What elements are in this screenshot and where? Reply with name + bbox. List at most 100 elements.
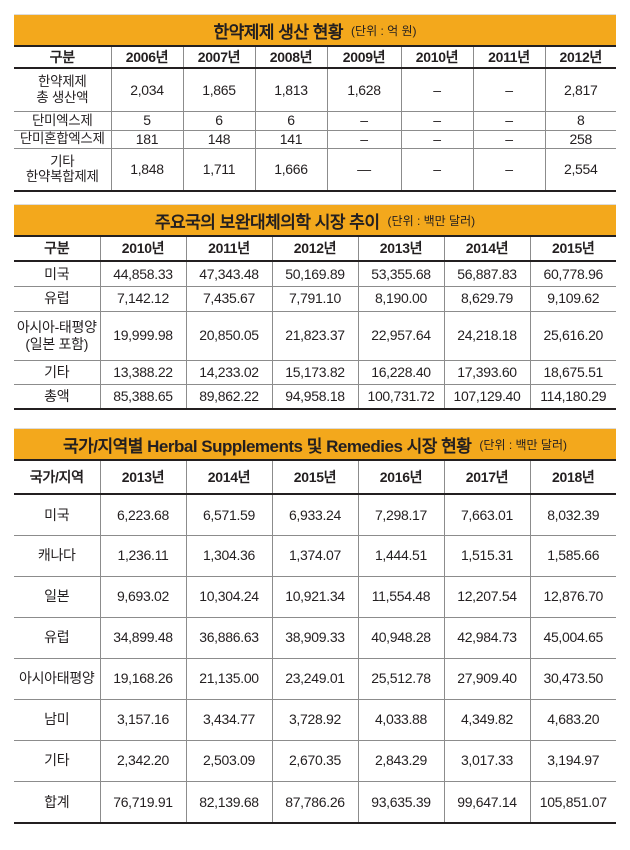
table-cell: 181 [110,129,184,149]
table-cell: 76,719.91 [99,780,187,824]
table-cell: 105,851.07 [529,780,616,824]
table-cell: 1,585.66 [529,534,616,577]
column-header: 국가/지역 [14,459,101,495]
section-herbal-production: 한약제제 생산 현황 (단위 : 억 원) 구분 2006년 2007년 2008년 2… [14,14,616,192]
column-header: 2008년 [254,45,328,69]
table-row: 미국 6,223.68 6,571.59 6,933.24 7,298.17 7,663.… [14,493,616,536]
table-cell: – [326,129,402,149]
table-cell: 45,004.65 [529,616,616,659]
table-row: 총액 85,388.65 89,862.22 94,958.18 100,731.72 1… [14,383,616,410]
table-cell: 141 [254,129,328,149]
table-cell: – [400,129,474,149]
table-cell: – [400,67,474,112]
table-cell: 6 [254,110,328,131]
table-cell: 2,554 [544,147,616,192]
table-cell: 3,194.97 [529,739,616,782]
column-header: 2007년 [182,45,256,69]
table2-title-bar: 주요국의 보완대체의학 시장 추이 (단위 : 백만 달러) [14,204,616,235]
table-cell: 16,228.40 [357,359,445,385]
table-cell: 93,635.39 [357,780,445,824]
table-cell: 40,948.28 [357,616,445,659]
table-cell: 4,033.88 [357,698,445,741]
table-row: 남미 3,157.16 3,434.77 3,728.92 4,033.88 4,349.… [14,698,616,741]
table-cell: – [400,110,474,131]
table-cell: 25,512.78 [357,657,445,700]
table-cell: 1,444.51 [357,534,445,577]
table-row: 기타 13,388.22 14,233.02 15,173.82 16,228.40 17… [14,359,616,385]
row-label: 아시아태평양 [14,657,101,700]
row-label: 한약제제 총 생산액 [14,67,112,112]
row-label: 남미 [14,698,101,741]
table-cell: 258 [544,129,616,149]
table-row: 단미엑스제 5 6 6– – –8 [14,110,616,131]
table-cell: 44,858.33 [99,260,187,287]
table-cell: 38,909.33 [271,616,359,659]
table-cell: 6,933.24 [271,493,359,536]
column-header: 2014년 [443,235,531,262]
table3: 국가/지역 2013년 2014년 2015년 2016년 2017년 2018년 미국 6,2… [14,459,616,824]
table-cell: 6,223.68 [99,493,187,536]
row-label: 단미엑스제 [14,110,112,131]
table-row: 캐나다 1,236.11 1,304.36 1,374.07 1,444.51 1,515… [14,534,616,577]
row-label: 합계 [14,780,101,824]
table-cell: 3,434.77 [185,698,273,741]
table-cell: – [400,147,474,192]
table-cell: 85,388.65 [99,383,187,410]
table-row: 기타 2,342.20 2,503.09 2,670.35 2,843.29 3,017.… [14,739,616,782]
table-row: 한약제제 총 생산액 2,034 1,865 1,813 1,628– –2,817 [14,67,616,112]
table-cell: 10,921.34 [271,575,359,618]
table1-title-bar: 한약제제 생산 현황 (단위 : 억 원) [14,14,616,45]
table-cell: 148 [182,129,256,149]
table-cell: 12,207.54 [443,575,531,618]
table-cell: 8 [544,110,616,131]
table-cell: 3,017.33 [443,739,531,782]
table-cell: 114,180.29 [529,383,616,410]
table-cell: 25,616.20 [529,310,616,361]
table-cell: 2,670.35 [271,739,359,782]
table-cell: 1,628 [326,67,402,112]
table-cell: 94,958.18 [271,383,359,410]
column-header: 2011년 [185,235,273,262]
table-cell: 2,817 [544,67,616,112]
table-row: 기타 한약복합제제 1,848 1,711 1,666— – –2,554 [14,147,616,192]
table-row: 유럽 34,899.48 36,886.63 38,909.33 40,948.28 42… [14,616,616,659]
table-cell: 27,909.40 [443,657,531,700]
table-cell: 19,168.26 [99,657,187,700]
table-cell: 21,823.37 [271,310,359,361]
table-cell: 17,393.60 [443,359,531,385]
column-header: 구분 [14,235,101,262]
table-header-row: 구분 2006년 2007년 2008년 2009년 2010년 2011년 2012년 [14,45,616,69]
table-cell: 50,169.89 [271,260,359,287]
table-row: 합계 76,719.91 82,139.68 87,786.26 93,635.39 99… [14,780,616,824]
column-header: 2015년 [271,459,359,495]
table-cell: 1,813 [254,67,328,112]
column-header: 2012년 [544,45,616,69]
table-cell: 5 [110,110,184,131]
table-cell: 99,647.14 [443,780,531,824]
row-label: 일본 [14,575,101,618]
column-header: 2013년 [357,235,445,262]
table-cell: – [472,67,546,112]
table-cell: 100,731.72 [357,383,445,410]
section-herbal-supplements: 국가/지역별 Herbal Supplements 및 Remedies 시장 … [14,428,616,824]
table-header-row: 구분 2010년 2011년 2012년 2013년 2014년 2015년 [14,235,616,262]
table-cell: 8,629.79 [443,285,531,312]
row-label: 미국 [14,493,101,536]
table-header-row: 국가/지역 2013년 2014년 2015년 2016년 2017년 2018년 [14,459,616,495]
table-row: 단미혼합엑스제 181 148 141– – –258 [14,129,616,149]
table-cell: 60,778.96 [529,260,616,287]
row-label: 미국 [14,260,101,287]
section-cam-market: 주요국의 보완대체의학 시장 추이 (단위 : 백만 달러) 구분 2010년 20… [14,204,616,410]
table-cell: 15,173.82 [271,359,359,385]
table2-title: 주요국의 보완대체의학 시장 추이 [154,212,380,232]
table-cell: 13,388.22 [99,359,187,385]
column-header: 2009년 [326,45,402,69]
table-cell: 3,728.92 [271,698,359,741]
row-label: 아시아-태평양 (일본 포함) [14,310,101,361]
table-cell: – [472,129,546,149]
row-label: 기타 한약복합제제 [14,147,112,192]
table-cell: 34,899.48 [99,616,187,659]
table-cell: 7,142.12 [99,285,187,312]
table-cell: – [472,110,546,131]
table-cell: 21,135.00 [185,657,273,700]
